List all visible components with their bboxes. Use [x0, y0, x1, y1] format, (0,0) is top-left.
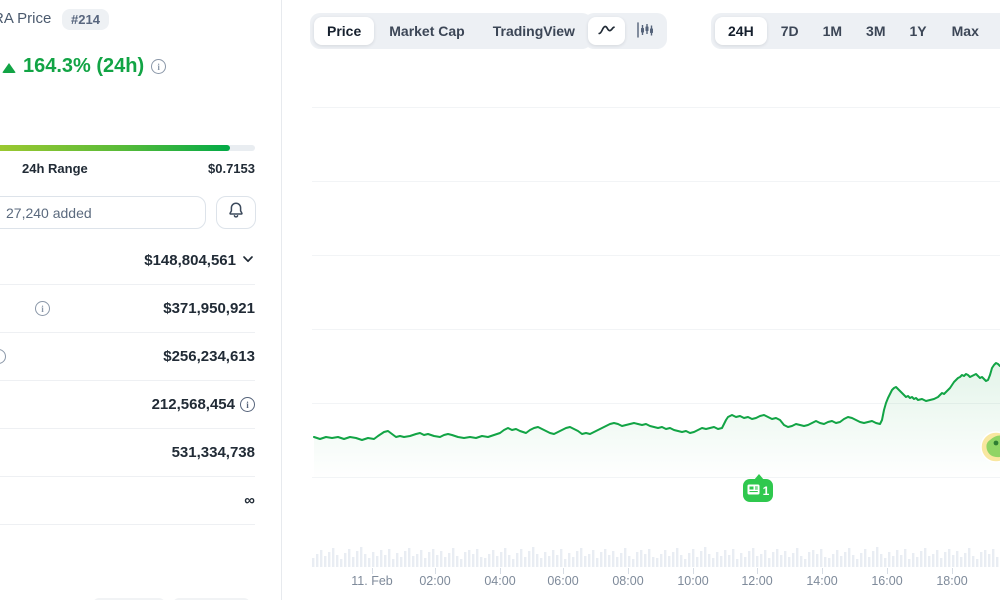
stat-row-market-cap[interactable]: $148,804,561 [0, 237, 255, 285]
rank-badge: #214 [62, 9, 109, 30]
watchlist-button[interactable]: 27,240 added [0, 196, 206, 229]
volume-bars [312, 547, 999, 567]
x-axis-label: 08:00 [612, 574, 644, 588]
bottom-button-partial-right[interactable] [173, 598, 250, 600]
x-axis-label: 16:00 [871, 574, 903, 588]
bell-icon [227, 201, 245, 224]
x-tick [435, 568, 436, 574]
coin-stats-list: $148,804,561 $371,950,921 $256,234,613 2… [0, 237, 255, 525]
price-line [313, 362, 1000, 441]
x-axis-label: 12:00 [741, 574, 773, 588]
gridline [312, 329, 1000, 330]
chart-view-tabs: Price Market Cap TradingView [310, 13, 592, 49]
candlestick-chart-icon-button[interactable] [627, 17, 663, 45]
x-tick [693, 568, 694, 574]
stat-row-total-supply: 531,334,738 [0, 429, 255, 477]
price-line-chart[interactable] [312, 60, 1000, 545]
x-tick [563, 568, 564, 574]
range-label: 24h Range [22, 161, 88, 176]
news-count: 1 [762, 483, 770, 498]
page-title: RA Price [0, 10, 52, 27]
x-tick [500, 568, 501, 574]
x-axis-label: 18:00 [936, 574, 968, 588]
info-icon[interactable] [240, 397, 255, 412]
max-supply-value: ∞ [244, 492, 255, 509]
total-supply-value: 531,334,738 [171, 444, 255, 461]
bottom-button-partial-left[interactable] [93, 598, 165, 600]
newspaper-icon [747, 482, 760, 500]
range-max[interactable]: Max [941, 17, 990, 45]
x-axis-label: 06:00 [547, 574, 579, 588]
x-tick [372, 568, 373, 574]
range-bar-fill [0, 145, 230, 151]
price-area-fill [314, 363, 1000, 480]
stat-row-max-supply: ∞ [0, 477, 255, 525]
watchlist-added-text: 27,240 added [6, 204, 92, 221]
x-axis-ticks [312, 568, 1000, 574]
range-3m[interactable]: 3M [856, 17, 895, 45]
circulating-supply-value: 212,568,454 [151, 396, 235, 413]
time-range-tabs: 24H 7D 1M 3M 1Y Max LOG [711, 13, 1000, 49]
news-marker[interactable]: 1 [743, 479, 773, 502]
chart-style-toggle [584, 13, 667, 49]
candlestick-chart-icon [636, 21, 654, 41]
range-high-value: $0.7153 [208, 161, 255, 176]
line-chart-icon-button[interactable] [588, 17, 625, 45]
chevron-down-icon[interactable] [241, 252, 255, 271]
line-chart-icon [597, 22, 616, 40]
gridline [312, 255, 1000, 256]
info-icon[interactable] [35, 301, 50, 316]
gridline [312, 107, 1000, 108]
price-change-row: 164.3% (24h) [2, 55, 167, 78]
stat-row-fdv: $371,950,921 [0, 285, 255, 333]
range-1m[interactable]: 1M [813, 17, 852, 45]
up-triangle-icon [2, 62, 16, 73]
x-axis-label: 04:00 [484, 574, 516, 588]
price-alert-button[interactable] [216, 196, 256, 229]
info-icon[interactable] [151, 59, 167, 74]
stat-row-volume: $256,234,613 [0, 333, 255, 381]
range-1y[interactable]: 1Y [900, 17, 937, 45]
tab-price[interactable]: Price [314, 17, 375, 45]
x-tick [952, 568, 953, 574]
x-axis-label: 14:00 [806, 574, 838, 588]
coin-event-marker[interactable] [980, 431, 1000, 463]
x-axis-labels: 11. Feb 02:00 04:00 06:00 08:00 10:00 12:00 14:… [312, 574, 1000, 592]
market-cap-value: $148,804,561 [144, 252, 236, 269]
range-24h[interactable]: 24H [715, 17, 767, 45]
x-axis-label: 10:00 [677, 574, 709, 588]
gridline [312, 181, 1000, 182]
range-log[interactable]: LOG [994, 17, 1000, 45]
tab-tradingview[interactable]: TradingView [480, 17, 588, 45]
range-7d[interactable]: 7D [771, 17, 809, 45]
price-change-24h: 164.3% (24h) [23, 55, 145, 77]
x-tick [628, 568, 629, 574]
gridline [312, 403, 1000, 404]
volume-value: $256,234,613 [163, 348, 255, 365]
x-tick [822, 568, 823, 574]
fdv-value: $371,950,921 [163, 300, 255, 317]
tab-market-cap[interactable]: Market Cap [376, 17, 477, 45]
stat-row-circulating-supply: 212,568,454 [0, 381, 255, 429]
x-tick [757, 568, 758, 574]
x-axis-label: 02:00 [419, 574, 451, 588]
x-tick [887, 568, 888, 574]
news-marker-pointer [754, 474, 764, 480]
x-axis-label: 11. Feb [351, 574, 393, 588]
panel-divider [281, 0, 282, 600]
info-icon[interactable] [0, 349, 6, 364]
